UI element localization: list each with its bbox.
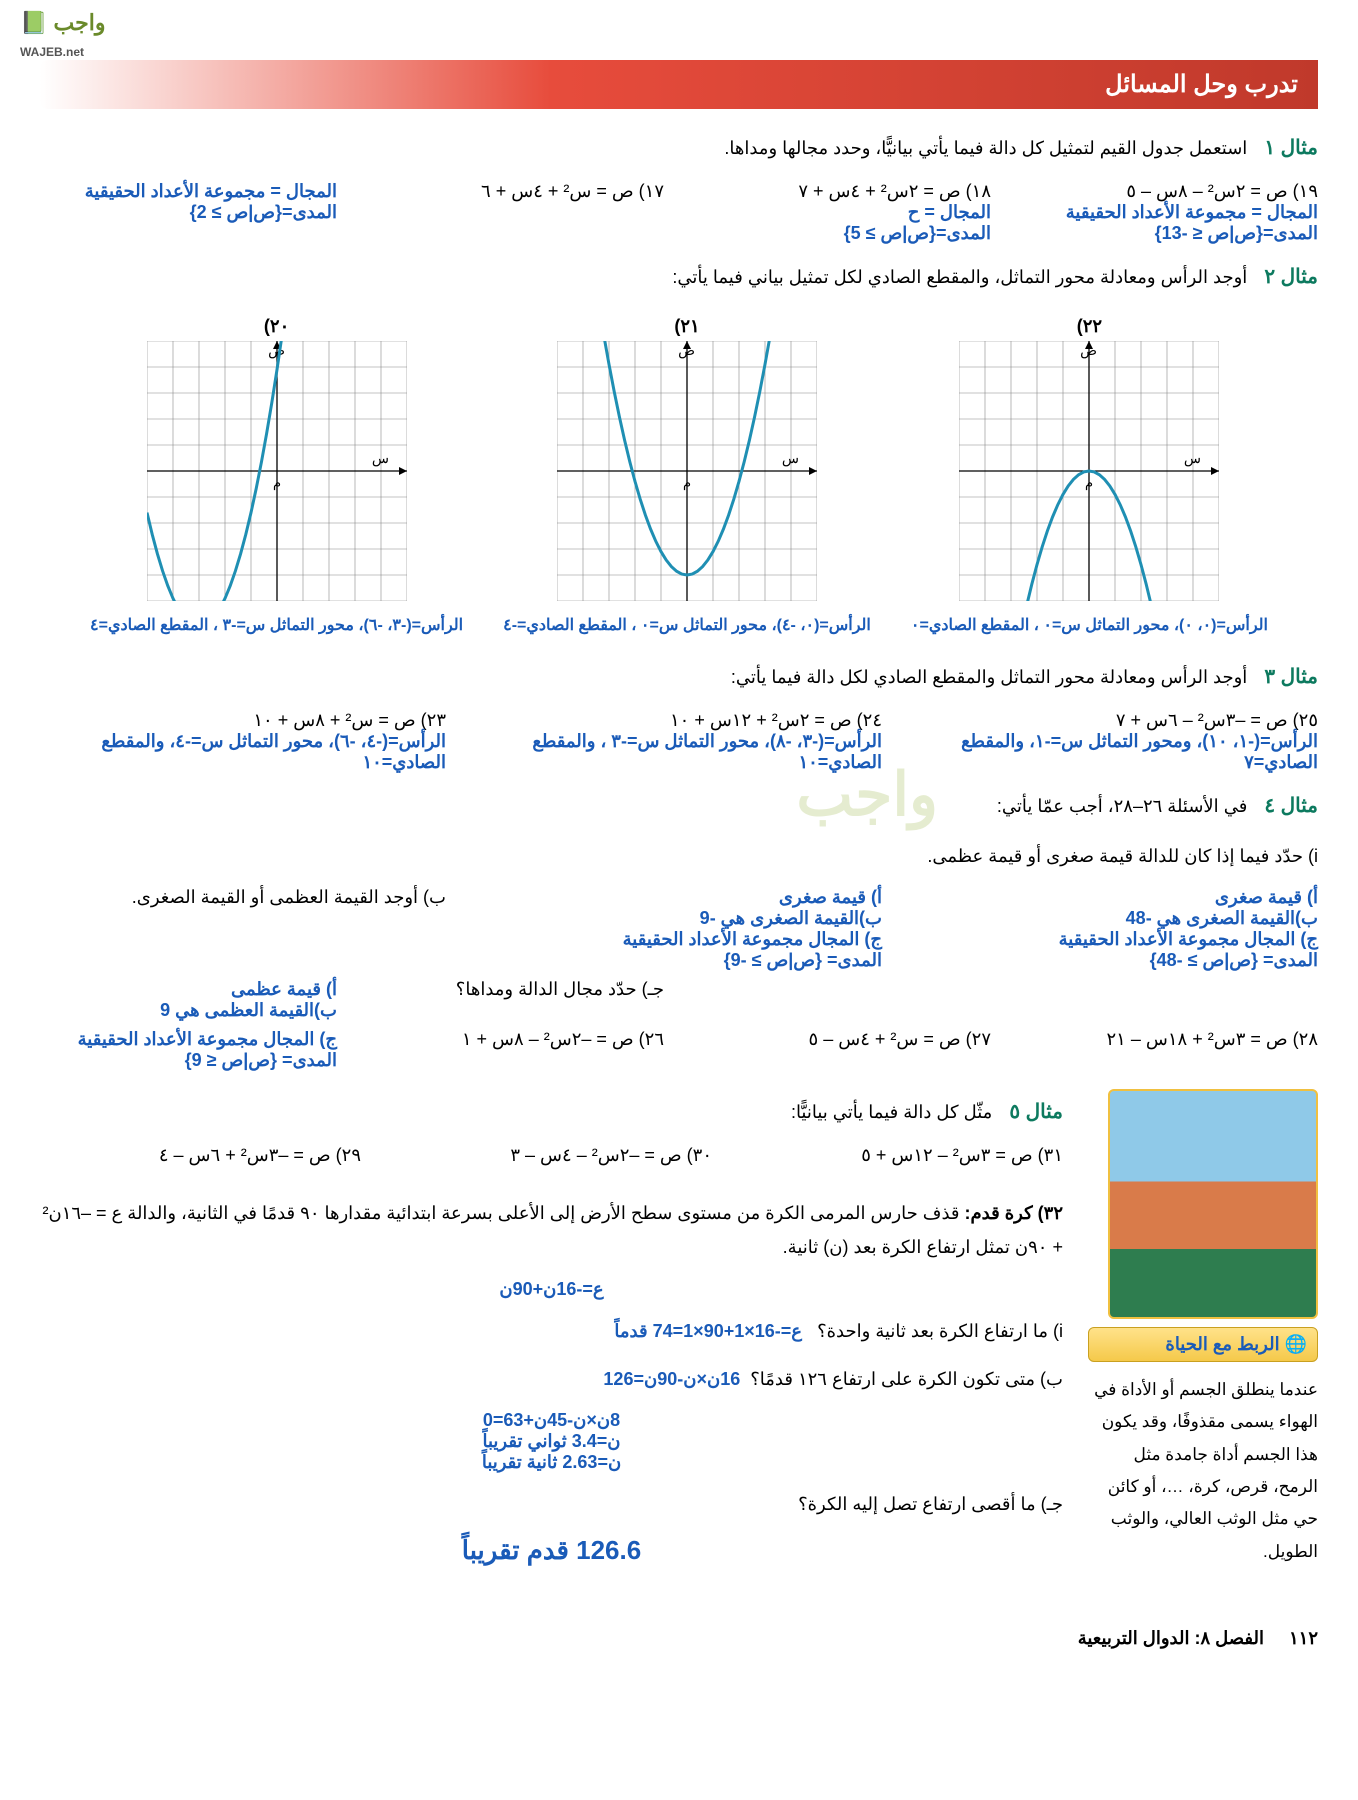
q27: ٢٧) ص = س² + ٤س – ٥ — [694, 1029, 991, 1071]
svg-text:س: س — [371, 450, 388, 467]
p32-eq0: ع=-16ن+90ن — [40, 1279, 1063, 1300]
svg-text:ص: ص — [1080, 342, 1097, 359]
svg-text:ص: ص — [678, 342, 695, 359]
a26-v: ب)القيمة العظمى هي 9 — [40, 1000, 337, 1021]
q25-eq: ٢٥) ص = –٣س² – ٦س + ٧ — [912, 710, 1318, 731]
p32-text: قذف حارس المرمى الكرة من مستوى سطح الأرض… — [42, 1203, 1063, 1257]
svg-text:م: م — [683, 475, 691, 491]
q29: ٢٩) ص = –٣س² + ٦س – ٤ — [40, 1145, 361, 1166]
q18-dom: المجال = ح — [694, 202, 991, 223]
parabola-chart: س ص م — [959, 341, 1219, 601]
ex1-domain-note: المجال = مجموعة الأعداد الحقيقية — [40, 181, 337, 202]
q28: ٢٨) ص = ٣س² + ١٨س – ٢١ — [1021, 1029, 1318, 1071]
ex4-b: ب) أوجد القيمة العظمى أو القيمة الصغرى. — [40, 887, 446, 908]
page-number: ١١٢ — [1289, 1628, 1318, 1649]
ex3-label: مثال ٣ — [1264, 658, 1318, 696]
parabola-chart: س ص م — [147, 341, 407, 601]
q17: ١٧) ص = س² + ٤س + ٦ — [367, 181, 664, 244]
ex4-prompt: في الأسئلة ٢٦–٢٨، أجب عمّا يأتي: — [997, 796, 1247, 816]
q19-dom: المجال = مجموعة الأعداد الحقيقية — [1021, 202, 1318, 223]
svg-text:م: م — [273, 475, 281, 491]
q23-ans: الرأس=(-٤، -٦)، محور التماثل س=-٤، والمق… — [40, 731, 446, 773]
q18-ran: المدى={ص|ص ≥ 5} — [694, 223, 991, 244]
parabola-chart: س ص م — [557, 341, 817, 601]
p32-b-ans4: ن=2.63 ثانية تقريباً — [482, 1452, 621, 1472]
site-logo: 📗 واجب WAJEB.net — [20, 10, 105, 62]
q24-ans: الرأس=(-٣، -٨)، محور التماثل س=-٣ ، والم… — [476, 731, 882, 773]
p32-i-ans: ع=-16×1+90×1=74 قدماً — [614, 1321, 802, 1341]
p32-b-ans2: 8ن×ن-45ن+63=0 — [483, 1410, 620, 1430]
page-footer: ١١٢ الفصل ٨: الدوال التربيعية — [40, 1588, 1318, 1649]
a28-d: ج) المجال مجموعة الأعداد الحقيقية — [912, 929, 1318, 950]
a28-v: ب)القيمة الصغرى هي -48 — [912, 908, 1318, 929]
q19-eq: ١٩) ص = ٢س² – ٨س – ٥ — [1021, 181, 1318, 202]
a27-d: ج) المجال مجموعة الأعداد الحقيقية — [476, 929, 882, 950]
p32-b: ب) متى تكون الكرة على ارتفاع ١٢٦ قدمًا؟ — [750, 1369, 1063, 1389]
ex4-i: i) حدّد فيما إذا كان للدالة قيمة صغرى أو… — [40, 839, 1318, 873]
ex1-prompt: استعمل جدول القيم لتمثيل كل دالة فيما يأ… — [724, 138, 1247, 158]
sidebar-photo — [1108, 1089, 1318, 1319]
ex3-prompt: أوجد الرأس ومعادلة محور التماثل والمقطع … — [731, 667, 1247, 687]
a27-t: أ) قيمة صغرى — [476, 887, 882, 908]
section-header: تدرب وحل المسائل — [40, 60, 1318, 109]
q19-ran: المدى={ص|ص ≤ -13} — [1021, 223, 1318, 244]
p32-c-ans: 126.6 قدم تقريباً — [40, 1535, 1063, 1566]
ex2-prompt: أوجد الرأس ومعادلة محور التماثل، والمقطع… — [672, 267, 1247, 287]
ex4-c: جـ) حدّد مجال الدالة ومداها؟ — [367, 979, 664, 1021]
graphs-row: ٢٠) س ص م الرأس=(-٣، -٦)، محور التماثل س… — [40, 316, 1318, 638]
ex1-label: مثال ١ — [1264, 129, 1318, 167]
q25-ans: الرأس=(-١، ١٠)، ومحور التماثل س=-١، والم… — [912, 731, 1318, 773]
svg-text:ص: ص — [268, 342, 285, 359]
q26: ٢٦) ص = –٢س² – ٨س + ١ — [367, 1029, 664, 1071]
q30: ٣٠) ص = –٢س² – ٤س – ٣ — [391, 1145, 712, 1166]
p32-title: ٣٢) كرة قدم: — [965, 1203, 1063, 1223]
graph-21: ٢١) س ص م الرأس=(٠، -٤)، محور التماثل س=… — [503, 316, 871, 638]
sidebar: 🌐 الربط مع الحياة عندما ينطلق الجسم أو ا… — [1088, 1089, 1318, 1568]
p32-c: جـ) ما أقصى ارتفاع تصل إليه الكرة؟ — [40, 1487, 1063, 1521]
ex2-label: مثال ٢ — [1264, 258, 1318, 296]
svg-text:س: س — [782, 450, 799, 467]
ex5-prompt: مثّل كل دالة فيما يأتي بيانيًّا: — [791, 1102, 992, 1122]
ex1-range-note: المدى={ص|ص ≥ 2} — [40, 202, 337, 223]
graph-22: ٢٢) س ص م الرأس=(٠، ٠)، محور التماثل س=٠… — [911, 316, 1268, 638]
a26-t: أ) قيمة عظمى — [40, 979, 337, 1000]
p32-i: i) ما ارتفاع الكرة بعد ثانية واحدة؟ — [817, 1321, 1063, 1341]
svg-text:م: م — [1085, 475, 1093, 491]
link-life-badge: 🌐 الربط مع الحياة — [1088, 1327, 1318, 1362]
a26-d: ج) المجال مجموعة الأعداد الحقيقية — [40, 1029, 337, 1050]
p32-b-ans3: ن=3.4 ثواني تقريباً — [482, 1431, 620, 1451]
q31: ٣١) ص = ٣س² – ١٢س + ٥ — [742, 1145, 1063, 1166]
a28-r: المدى= {ص|ص ≥ -48} — [912, 950, 1318, 971]
link-life-text: عندما ينطلق الجسم أو الأداة في الهواء يس… — [1088, 1374, 1318, 1568]
q18-eq: ١٨) ص = ٢س² + ٤س + ٧ — [694, 181, 991, 202]
ex4-label: مثال ٤ — [1264, 787, 1318, 825]
a26-r: المدى= {ص|ص ≤ 9} — [40, 1050, 337, 1071]
p32-b-ans1: 16ن×ن-90ن=126 — [603, 1369, 740, 1389]
svg-text:س: س — [1184, 450, 1201, 467]
ex5-label: مثال ٥ — [1009, 1093, 1063, 1131]
q23-eq: ٢٣) ص = س² + ٨س + ١٠ — [40, 710, 446, 731]
chapter-title: الفصل ٨: الدوال التربيعية — [1078, 1628, 1264, 1648]
graph-20: ٢٠) س ص م الرأس=(-٣، -٦)، محور التماثل س… — [90, 316, 463, 638]
q24-eq: ٢٤) ص = ٢س² + ١٢س + ١٠ — [476, 710, 882, 731]
a27-r: المدى= {ص|ص ≥ -9} — [476, 950, 882, 971]
a27-v: ب)القيمة الصغرى هي -9 — [476, 908, 882, 929]
a28-t: أ) قيمة صغرى — [912, 887, 1318, 908]
